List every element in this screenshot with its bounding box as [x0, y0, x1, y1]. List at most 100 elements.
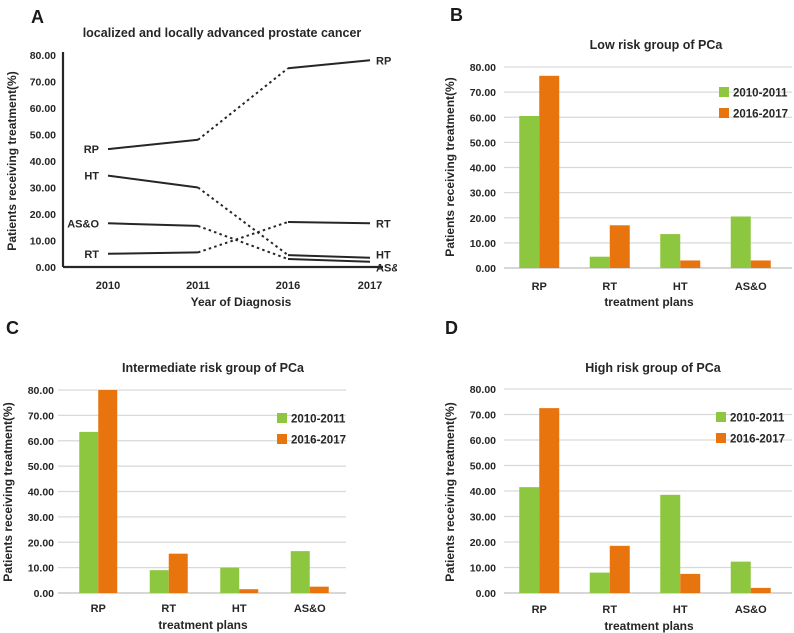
series-segment-AS&O: [287, 258, 371, 263]
legend-swatch-2010-2011: [277, 413, 287, 423]
bar-2016-2017-HT: [680, 573, 701, 593]
panel-b: B Low risk group of PCa Patients receivin…: [397, 0, 794, 316]
bar-2016-2017-RT: [168, 553, 188, 593]
x-category-label: RT: [161, 603, 176, 615]
x-category-label: RP: [532, 604, 547, 616]
x-tick-label: 2011: [186, 280, 210, 292]
series-label-right-HT: HT: [376, 250, 391, 262]
bar-2016-2017-AS&O: [309, 586, 329, 593]
y-axis-title: Patients receiving treatment(%): [1, 402, 15, 581]
chart-title: Low risk group of PCa: [590, 38, 724, 52]
bar-2010-2011-RT: [589, 256, 610, 268]
y-tick-label: 20.00: [28, 537, 54, 549]
bar-2010-2011-RP: [519, 115, 540, 269]
chart-title: localized and locally advanced prostate …: [83, 26, 362, 40]
bar-2010-2011-RP: [79, 431, 99, 593]
y-tick-label: 10.00: [470, 563, 496, 575]
x-axis-title: treatment plans: [604, 295, 694, 309]
y-axis-title: Patients receiving treatment(%): [443, 402, 457, 581]
x-category-label: HT: [673, 604, 688, 616]
y-tick-label: 10.00: [470, 238, 496, 250]
y-tick-label: 80.00: [470, 62, 496, 74]
legend-label: 2016-2017: [730, 434, 785, 446]
legend-swatch-2010-2011: [719, 87, 729, 97]
panel-d: D High risk group of PCa Patients receivi…: [397, 316, 794, 633]
legend-label: 2010-2011: [730, 413, 785, 425]
bar-2016-2017-RT: [609, 225, 630, 268]
bar-2016-2017-AS&O: [750, 587, 771, 593]
series-label-left-HT: HT: [84, 171, 99, 183]
legend-label: 2010-2011: [733, 88, 788, 100]
bar-2010-2011-AS&O: [730, 216, 751, 268]
bar-2016-2017-RP: [539, 408, 560, 593]
y-tick-label: 20.00: [30, 209, 56, 221]
x-category-label: AS&O: [294, 603, 326, 615]
x-category-label: RT: [602, 604, 617, 616]
x-category-label: HT: [232, 603, 247, 615]
bar-2010-2011-RT: [589, 572, 610, 593]
y-axis-title: Patients receiving treatment(%): [443, 77, 457, 256]
legend-swatch-2016-2017: [716, 433, 726, 443]
y-tick-label: 80.00: [470, 384, 496, 396]
series-label-right-RP: RP: [376, 55, 391, 67]
y-tick-label: 30.00: [470, 512, 496, 524]
x-tick-label: 2010: [96, 280, 120, 292]
x-category-label: AS&O: [735, 281, 767, 293]
bar-2010-2011-AS&O: [730, 561, 751, 593]
x-tick-label: 2017: [358, 280, 382, 292]
chart-title: High risk group of PCa: [585, 361, 721, 375]
series-segment-RP: [197, 67, 289, 141]
y-tick-label: 70.00: [30, 77, 56, 89]
chart-title: Intermediate risk group of PCa: [122, 361, 305, 375]
panel-letter-d: D: [445, 318, 458, 338]
bar-2016-2017-RP: [98, 390, 118, 593]
panel-letter-a: A: [31, 7, 44, 27]
y-tick-label: 20.00: [470, 213, 496, 225]
bar-2010-2011-AS&O: [290, 551, 310, 593]
bar-chart-low-risk: Low risk group of PCa Patients receiving …: [443, 38, 792, 309]
y-tick-label: 30.00: [28, 512, 54, 524]
series-label-right-RT: RT: [376, 218, 391, 230]
y-tick-label: 70.00: [28, 410, 54, 422]
x-tick-label: 2016: [276, 280, 300, 292]
series-segment-HT: [107, 174, 199, 189]
y-tick-label: 0.00: [476, 263, 497, 275]
y-tick-label: 50.00: [30, 130, 56, 142]
legend-swatch-2016-2017: [719, 108, 729, 118]
bar-2010-2011-RP: [519, 487, 540, 593]
legend-label: 2016-2017: [291, 435, 346, 447]
y-tick-label: 40.00: [470, 486, 496, 498]
x-axis-title: treatment plans: [158, 618, 248, 632]
bar-2016-2017-RT: [609, 545, 630, 593]
x-axis-title: Year of Diagnosis: [191, 295, 292, 309]
x-axis-title: treatment plans: [604, 619, 694, 633]
series-segment-RT: [197, 221, 289, 254]
y-tick-label: 10.00: [28, 563, 54, 575]
bar-2016-2017-AS&O: [750, 260, 771, 268]
y-tick-label: 60.00: [28, 436, 54, 448]
y-tick-label: 50.00: [28, 461, 54, 473]
bar-2010-2011-HT: [660, 494, 681, 593]
panel-letter-b: B: [450, 5, 463, 25]
bar-2010-2011-HT: [220, 567, 240, 593]
x-category-label: HT: [673, 281, 688, 293]
y-tick-label: 50.00: [470, 461, 496, 473]
y-tick-label: 0.00: [36, 262, 57, 274]
panel-letter-c: C: [6, 318, 19, 338]
line-chart-localized-prostate-cancer: localized and locally advanced prostate …: [5, 26, 397, 309]
series-segment-HT: [197, 186, 289, 256]
y-tick-label: 40.00: [470, 163, 496, 175]
y-tick-label: 0.00: [476, 588, 497, 600]
y-tick-label: 10.00: [30, 236, 56, 248]
y-tick-label: 0.00: [34, 588, 55, 600]
series-segment-AS&O: [107, 222, 199, 227]
panel-c: C Intermediate risk group of PCa Patients…: [0, 316, 397, 633]
y-tick-label: 80.00: [28, 385, 54, 397]
series-label-left-AS&O: AS&O: [67, 218, 99, 230]
bar-2016-2017-HT: [680, 260, 701, 268]
legend-label: 2016-2017: [733, 109, 788, 121]
y-tick-label: 40.00: [30, 156, 56, 168]
legend-swatch-2016-2017: [277, 434, 287, 444]
x-category-label: RP: [532, 281, 547, 293]
bar-chart-high-risk: High risk group of PCa Patients receiving…: [443, 361, 792, 633]
